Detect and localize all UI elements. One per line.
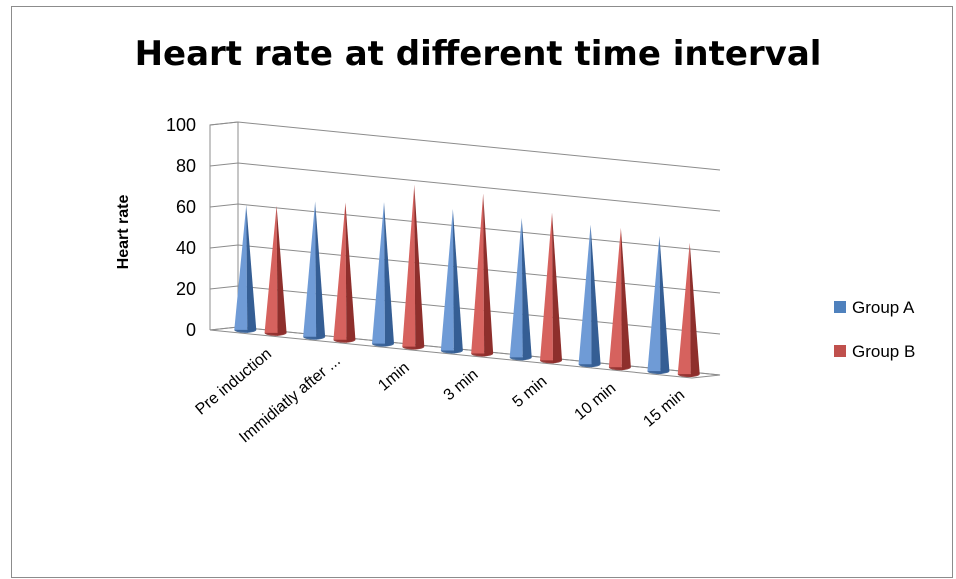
cone-base — [402, 346, 425, 350]
y-axis-label: Heart rate — [115, 195, 132, 270]
cone-face-light — [509, 217, 523, 361]
y-tick-label: 0 — [186, 320, 196, 340]
cone-face-light — [333, 202, 347, 343]
cone-face-dark — [659, 235, 670, 375]
cone-face-dark — [590, 224, 601, 368]
y-tick-label: 20 — [176, 279, 196, 299]
chart-side-wall — [209, 121, 239, 330]
cone-base — [303, 336, 326, 340]
cone-face-light — [234, 204, 248, 333]
gridline — [209, 244, 721, 294]
cone-face-light — [440, 209, 454, 354]
cone-base — [647, 371, 670, 375]
cone-face-dark — [452, 209, 463, 354]
cone-group-b — [471, 193, 494, 357]
cone-group-a — [647, 235, 670, 375]
cone-base — [264, 332, 287, 336]
cone-face-dark — [689, 242, 700, 378]
legend-label-group-b: Group B — [852, 342, 915, 361]
legend: Group A Group B — [834, 298, 915, 361]
cone-group-a — [440, 209, 463, 354]
chart-gridlines — [209, 121, 721, 376]
cone-group-a — [578, 224, 601, 368]
y-tick-labels: 0 20 40 60 80 100 — [166, 115, 196, 340]
cone-base — [578, 364, 601, 368]
cone-face-light — [471, 193, 485, 357]
cone-face-dark — [276, 205, 287, 336]
cone-face-dark — [483, 193, 494, 357]
cone-base — [677, 374, 700, 378]
cone-face-dark — [552, 212, 563, 364]
x-tick-label: 15 min — [640, 387, 688, 431]
gridline — [209, 121, 721, 171]
gridline — [209, 162, 721, 212]
cone-base — [440, 350, 463, 354]
y-tick-label: 80 — [176, 156, 196, 176]
y-tick-label: 100 — [166, 115, 196, 135]
legend-swatch-group-a — [834, 301, 846, 313]
cone-group-a — [371, 202, 394, 347]
cone-face-light — [647, 235, 661, 375]
cone-group-b — [677, 242, 700, 378]
cone-group-b — [608, 227, 631, 371]
chart-title: Heart rate at different time interval — [134, 34, 822, 74]
cone-face-dark — [246, 204, 257, 333]
cone-base — [509, 357, 532, 361]
gridline — [209, 326, 721, 376]
cone-group-b — [264, 205, 287, 336]
legend-label-group-a: Group A — [852, 298, 915, 317]
cone-face-dark — [315, 201, 326, 340]
y-tick-label: 40 — [176, 238, 196, 258]
x-tick-label: Pre induction — [193, 345, 275, 418]
y-tick-label: 60 — [176, 197, 196, 217]
cone-base — [333, 339, 356, 343]
cone-base — [471, 353, 494, 357]
x-tick-label: 3 min — [441, 366, 482, 404]
cone-group-a — [234, 204, 257, 333]
cone-face-light — [371, 202, 385, 347]
cone-face-light — [540, 212, 554, 364]
cone-group-b — [333, 202, 356, 343]
cone-face-light — [303, 201, 317, 340]
gridline — [209, 285, 721, 335]
cone-face-light — [608, 227, 622, 371]
cone-face-dark — [521, 217, 532, 361]
cone-face-dark — [383, 202, 394, 347]
x-tick-label: 5 min — [510, 373, 551, 411]
x-tick-label: 1min — [375, 359, 412, 394]
cone-face-dark — [345, 202, 356, 343]
cone-base — [608, 367, 631, 371]
cone-group-b — [402, 184, 425, 350]
x-tick-label: 10 min — [572, 380, 620, 424]
cone-face-light — [578, 224, 592, 368]
cone-base — [540, 360, 563, 364]
legend-swatch-group-b — [834, 345, 846, 357]
gridline — [209, 203, 721, 253]
cone-base — [234, 329, 257, 333]
cone-face-light — [402, 184, 416, 350]
cone-group-a — [509, 217, 532, 361]
chart-cones — [234, 184, 700, 378]
cone-face-dark — [620, 227, 631, 371]
cone-face-light — [677, 242, 691, 378]
cone-face-light — [264, 205, 278, 336]
cone-face-dark — [414, 184, 425, 350]
cone-base — [371, 343, 394, 347]
cone-group-b — [540, 212, 563, 364]
cone-group-a — [303, 201, 326, 340]
